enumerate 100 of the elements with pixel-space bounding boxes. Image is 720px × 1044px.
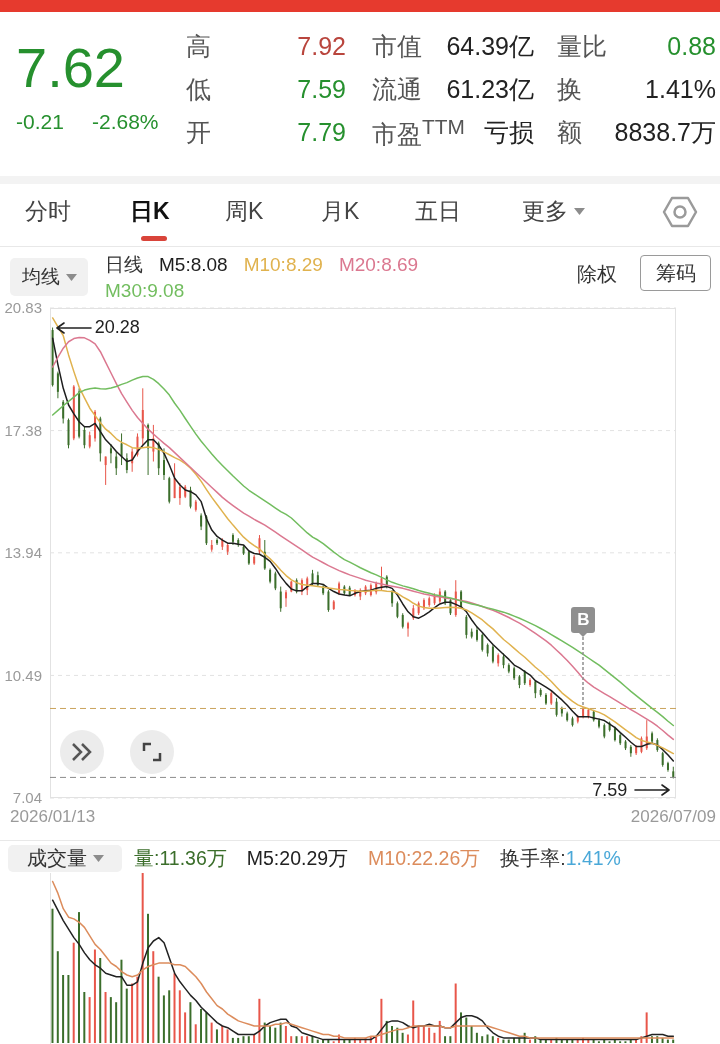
bar [141,873,144,1043]
bar [146,913,149,1043]
bar [184,1012,187,1043]
bar [242,1036,245,1043]
text: M20:8.69 [338,253,419,277]
bar [109,997,112,1043]
text: 7.62 [16,35,125,99]
bar [136,976,139,1043]
bar [465,1017,468,1043]
text: 市盈$^{TTM}$ [372,114,465,149]
candlestick [120,432,123,466]
text: 7.79 [297,117,346,146]
bar [279,1022,282,1043]
y-tick-label: 7.04 [12,789,42,807]
bar [120,959,123,1043]
series-label: 量:11.36万 [134,845,227,871]
bar [56,951,59,1043]
bar [449,1036,452,1043]
text: -0.21 [16,110,64,134]
bar [205,1012,208,1043]
candlestick [115,451,118,476]
bar [454,983,457,1043]
bar [125,988,128,1043]
text: 61.23亿 [446,74,534,103]
text: 高 [186,31,211,60]
candlestick [476,626,478,643]
bar [306,1036,309,1043]
bar [88,997,91,1043]
candlestick [598,717,601,729]
candlestick [279,586,282,613]
bar [497,1037,500,1043]
candlestick [109,443,112,464]
bar [152,951,155,1043]
bar [290,1036,293,1043]
text: M10:8.29 [243,253,323,277]
bar [486,1034,489,1043]
bar [194,1024,197,1043]
text: M30:9.08 [105,279,185,303]
bar [475,1032,478,1043]
candlestick [83,426,86,449]
candlestick [481,632,484,653]
bar [221,1026,224,1043]
bar [391,1026,394,1043]
annotation: B [577,609,590,630]
candlestick [173,462,176,499]
bar [438,1020,441,1043]
bar [433,1032,436,1043]
text: M5:20.29万 [246,845,349,871]
text: 7.59 [297,74,346,103]
candlestick [555,697,558,718]
dropdown: 均线 [10,258,88,296]
bar [115,1002,118,1043]
text: 8838.7万 [614,117,716,146]
bar [274,1027,277,1043]
bar [189,1002,192,1043]
text: 额 [557,117,582,146]
x-tick-label: 2026/07/09 [630,807,716,826]
bar [428,1027,431,1043]
candlestick [163,447,165,481]
annotation: 20.28 [94,317,140,339]
text: 更多 [522,198,568,225]
bar [104,992,107,1043]
bar [173,973,176,1043]
bar [168,990,171,1043]
x-tick-label: 2026/01/13 [10,807,96,826]
button: 筹码 [640,255,711,291]
candlestick [491,644,494,664]
y-tick-label: 17.38 [4,421,42,439]
y-tick-label: 13.94 [4,544,42,562]
y-tick-label: 10.49 [4,666,42,684]
bar [215,1029,218,1043]
text: 市值 [372,31,422,60]
candlestick [56,371,59,399]
text: 除权 [577,261,617,287]
bar [67,975,70,1043]
bar [295,1036,298,1043]
bar [284,1026,287,1043]
candlestick [666,761,669,773]
bar [93,949,96,1043]
legend-title: 日线 [105,253,143,277]
text: 7.92 [297,31,346,60]
bar [83,992,86,1043]
candlestick [178,482,181,506]
text: 周K [225,198,264,225]
bar [481,1036,484,1043]
bar [470,1026,473,1043]
text: 开 [186,117,211,146]
bar [444,1036,447,1043]
text: 64.39亿 [446,31,534,60]
text: 分时 [25,198,71,225]
dropdown: 成交量 [8,845,122,872]
bar [300,1036,303,1043]
text: 0.88 [667,31,716,60]
bar [396,1027,399,1043]
candlestick [407,621,410,638]
bar [78,912,81,1043]
bar [247,1036,250,1043]
candlestick [327,589,330,613]
text: 量比 [557,31,607,60]
text: -2.68% [92,110,159,134]
